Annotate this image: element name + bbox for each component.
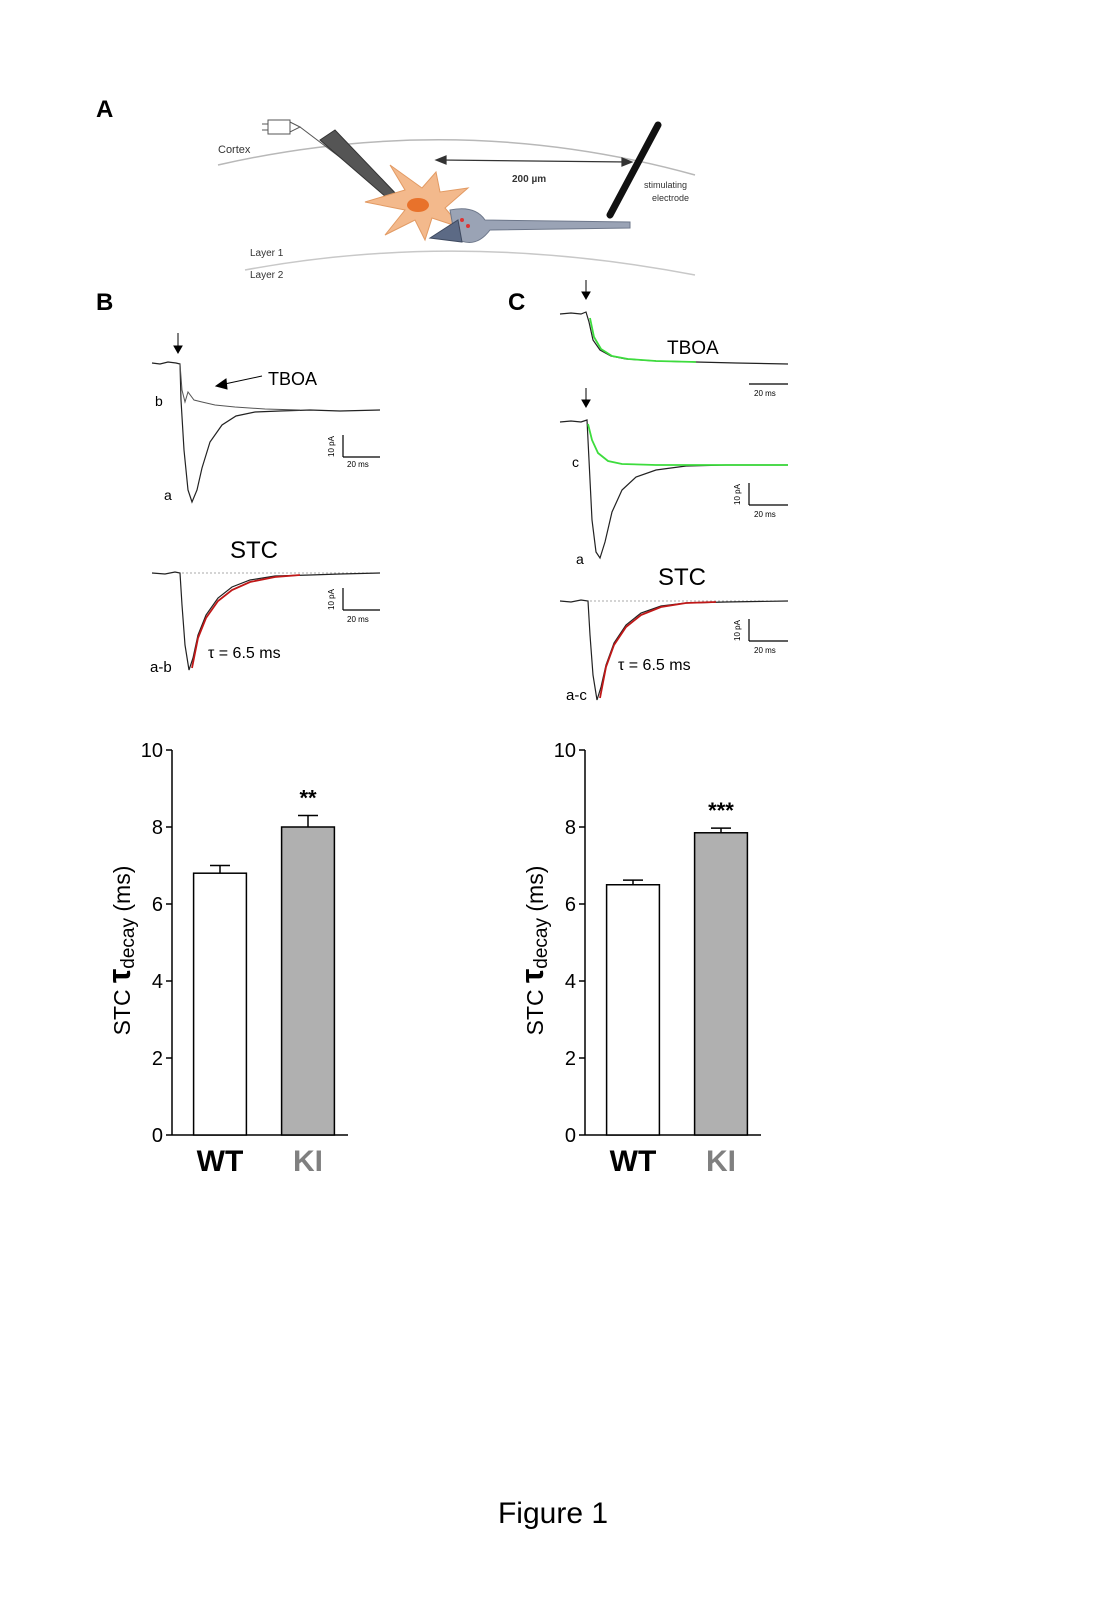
scale-bar-x-label: 20 ms xyxy=(347,460,369,469)
panel-c-trace-stc: STC a-c τ = 6.5 ms 10 pA 20 ms xyxy=(559,564,789,704)
tau-label: τ = 6.5 ms xyxy=(618,657,691,674)
tau-label: τ = 6.5 ms xyxy=(208,645,281,662)
y-axis-label-subscript: decay xyxy=(531,918,552,969)
y-axis-label-subscript: decay xyxy=(118,918,139,969)
y-axis-label-prefix: STC xyxy=(522,983,548,1035)
y-tick-label: 0 xyxy=(565,1125,576,1147)
trace-label-a: a xyxy=(164,487,172,503)
y-tick-label: 8 xyxy=(152,817,163,839)
fit-curve-red xyxy=(599,601,717,699)
scale-bar xyxy=(342,435,380,458)
stc-title: STC xyxy=(658,564,706,591)
y-tick-label: 4 xyxy=(565,971,576,993)
trace-label-a-c: a-c xyxy=(566,687,587,704)
trace-control-a xyxy=(151,361,381,504)
y-axis-label-symbol: τ xyxy=(514,969,550,983)
fit-curve-red xyxy=(191,574,301,669)
panel-c-trace-mid: c a 10 pA 20 ms xyxy=(559,388,788,567)
y-tick-label: 10 xyxy=(554,740,576,762)
y-tick-label: 6 xyxy=(152,894,163,916)
scale-bar-y-label: 10 pA xyxy=(327,435,336,457)
trace-tboa-b xyxy=(179,363,301,411)
stimulus-arrow-icon xyxy=(173,333,183,355)
panel-c-letter: C xyxy=(508,289,526,316)
layer-boundary-line xyxy=(244,250,696,276)
cortex-surface-line xyxy=(217,139,696,176)
presynaptic-terminal-icon xyxy=(449,208,631,243)
panel-b-trace-stc: STC a-b τ = 6.5 ms 10 pA 20 ms xyxy=(150,537,381,676)
y-axis-label-unit: (ms) xyxy=(109,866,135,918)
y-tick-label: 10 xyxy=(141,740,163,762)
x-category-label: WT xyxy=(197,1145,244,1178)
bar-wt xyxy=(605,884,661,1136)
panel-c-trace-tboa: TBOA 20 ms xyxy=(559,280,789,398)
significance-marker: ** xyxy=(299,785,317,810)
bar-chart-panel-c: 0 2 4 6 8 10 STC τdecay (ms) WT KI *** xyxy=(514,740,761,1178)
y-tick-label: 6 xyxy=(565,894,576,916)
scale-bar-y-label: 10 pA xyxy=(733,619,742,641)
fit-curve-green xyxy=(587,423,788,466)
y-tick-label: 4 xyxy=(152,971,163,993)
bar-ki xyxy=(693,832,749,1136)
scale-bar-x-label: 20 ms xyxy=(754,389,776,398)
scale-bar-x-label: 20 ms xyxy=(347,615,369,624)
y-tick-label: 2 xyxy=(152,1048,163,1070)
y-tick-label: 8 xyxy=(565,817,576,839)
x-category-label: WT xyxy=(610,1145,657,1178)
label-layer2: Layer 2 xyxy=(250,270,284,281)
bar-chart-panel-b: 0 2 4 6 8 10 STC τdecay (ms) WT KI ** xyxy=(101,740,348,1178)
trace-label-a-b: a-b xyxy=(150,659,172,676)
trace-label-c: c xyxy=(572,454,579,470)
y-axis-label-prefix: STC xyxy=(109,983,135,1035)
x-category-label: KI xyxy=(293,1145,323,1178)
x-category-label: KI xyxy=(706,1145,736,1178)
label-cortex: Cortex xyxy=(218,144,251,156)
distance-arrow xyxy=(434,155,634,167)
label-electrode: electrode xyxy=(652,193,689,203)
y-axis-label-symbol: τ xyxy=(101,969,137,983)
y-tick-label: 0 xyxy=(152,1125,163,1147)
label-stimulating: stimulating xyxy=(644,180,687,190)
stc-title: STC xyxy=(230,537,278,564)
bar-wt xyxy=(192,872,248,1136)
tboa-label: TBOA xyxy=(268,369,317,389)
scale-bar xyxy=(748,483,788,506)
panel-a-schematic: Cortex 200 µm stimulating electrode Laye… xyxy=(217,119,696,281)
panel-a-letter: A xyxy=(96,96,114,123)
bar-ki xyxy=(280,826,336,1136)
y-tick-label: 2 xyxy=(565,1048,576,1070)
scale-bar-x-label: 20 ms xyxy=(754,510,776,519)
y-axis-label-unit: (ms) xyxy=(522,866,548,918)
scale-bar-x-label: 20 ms xyxy=(754,646,776,655)
y-axis-label: STC τdecay (ms) xyxy=(514,866,552,1036)
scale-bar-y-label: 10 pA xyxy=(733,483,742,505)
scale-bar-y-label: 10 pA xyxy=(327,588,336,610)
trace-label-b: b xyxy=(155,393,163,409)
significance-marker: *** xyxy=(708,798,734,823)
trace-control-a xyxy=(559,419,788,560)
stimulus-arrow-icon xyxy=(581,388,591,409)
label-layer1: Layer 1 xyxy=(250,248,284,259)
panel-b-trace-top: TBOA b a 10 pA 20 ms xyxy=(151,333,381,504)
astrocyte-icon xyxy=(364,164,470,242)
fit-curve-green xyxy=(589,317,697,363)
panel-b-letter: B xyxy=(96,289,114,316)
scale-bar xyxy=(748,619,788,642)
label-distance: 200 µm xyxy=(512,174,546,185)
trace-label-a: a xyxy=(576,551,584,567)
scale-bar xyxy=(342,588,380,611)
tboa-arrow-icon xyxy=(214,375,263,390)
stimulus-arrow-icon xyxy=(581,280,591,301)
tboa-label: TBOA xyxy=(667,338,719,359)
y-axis-label: STC τdecay (ms) xyxy=(101,866,139,1036)
stimulating-electrode-icon xyxy=(606,121,662,219)
postsynaptic-icon xyxy=(428,219,463,243)
figure-caption: Figure 1 xyxy=(497,1497,609,1530)
